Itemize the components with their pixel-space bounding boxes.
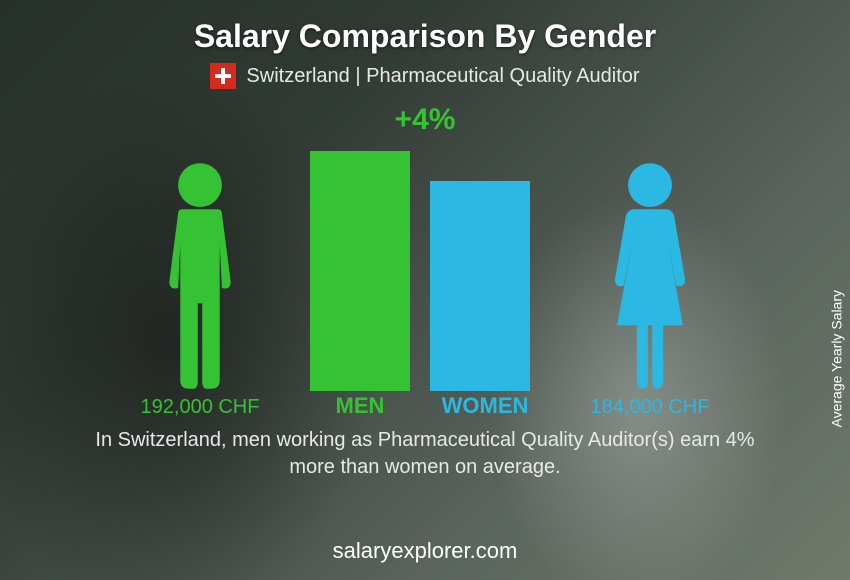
- men-salary: 192,000 CHF: [115, 396, 285, 419]
- subtitle: Switzerland | Pharmaceutical Quality Aud…: [246, 65, 639, 88]
- delta-label: +4%: [395, 103, 456, 137]
- subtitle-role: Pharmaceutical Quality Auditor: [366, 65, 639, 87]
- y-axis-label: Average Yearly Salary: [828, 290, 844, 428]
- infographic-container: Salary Comparison By Gender Switzerland …: [0, 0, 850, 580]
- salary-chart: +4% MEN WOMEN 192,000 CHF 184,000 CHF: [145, 109, 705, 419]
- subtitle-separator: |: [350, 65, 366, 87]
- page-title: Salary Comparison By Gender: [194, 18, 656, 55]
- women-salary: 184,000 CHF: [565, 396, 735, 419]
- men-bar: [310, 151, 410, 391]
- switzerland-flag-icon: [210, 63, 236, 89]
- footer-source: salaryexplorer.com: [0, 538, 850, 564]
- subtitle-row: Switzerland | Pharmaceutical Quality Aud…: [210, 63, 639, 89]
- women-bar: [430, 181, 530, 391]
- subtitle-country: Switzerland: [246, 65, 349, 87]
- male-figure-icon: [145, 161, 255, 391]
- women-label: WOMEN: [430, 393, 540, 419]
- description-text: In Switzerland, men working as Pharmaceu…: [75, 427, 775, 481]
- men-label: MEN: [310, 393, 410, 419]
- female-figure-icon: [595, 161, 705, 391]
